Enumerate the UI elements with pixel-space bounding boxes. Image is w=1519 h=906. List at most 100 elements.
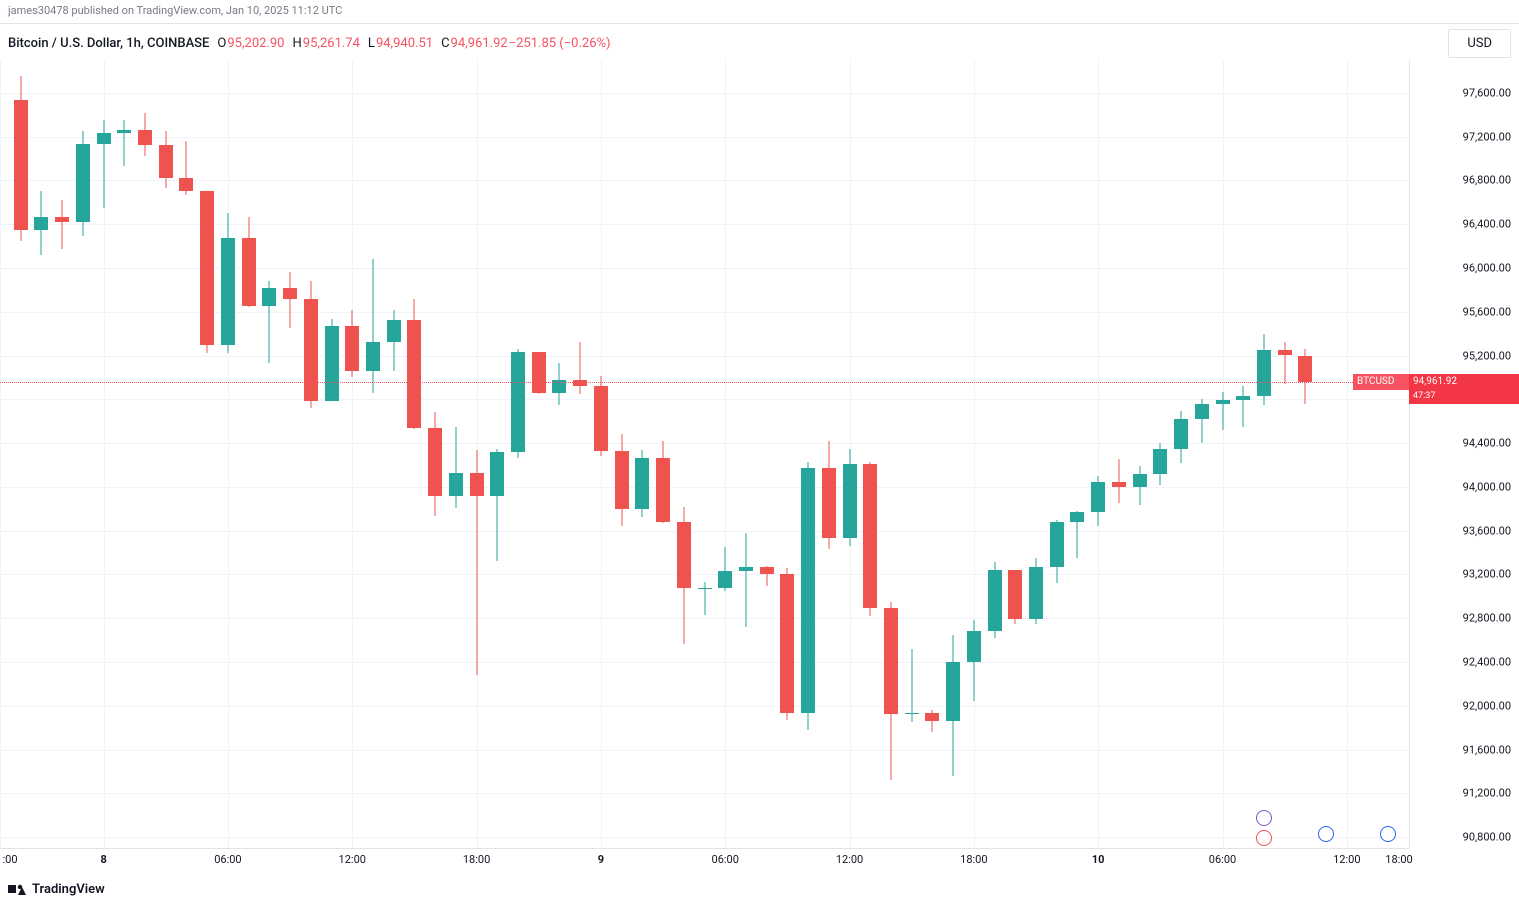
price-tag-symbol[interactable]: BTCUSD <box>1353 374 1409 390</box>
candle[interactable] <box>615 60 629 848</box>
candle[interactable] <box>1070 60 1084 848</box>
candle[interactable] <box>1236 60 1250 848</box>
candle[interactable] <box>97 60 111 848</box>
candle[interactable] <box>325 60 339 848</box>
x-tick-label: 10 <box>1092 853 1105 866</box>
symbol-label[interactable]: Bitcoin / U.S. Dollar, 1h, COINBASE <box>8 36 209 51</box>
candle[interactable] <box>656 60 670 848</box>
candle[interactable] <box>594 60 608 848</box>
candle[interactable] <box>1008 60 1022 848</box>
candle[interactable] <box>677 60 691 848</box>
candle[interactable] <box>635 60 649 848</box>
ohlc-low: 94,940.51 <box>376 36 433 51</box>
candle[interactable] <box>760 60 774 848</box>
candle[interactable] <box>490 60 504 848</box>
candle[interactable] <box>925 60 939 848</box>
candle[interactable] <box>573 60 587 848</box>
y-tick-label: 92,400.00 <box>1463 655 1511 668</box>
candle[interactable] <box>345 60 359 848</box>
y-tick-label: 94,400.00 <box>1463 437 1511 450</box>
candle[interactable] <box>428 60 442 848</box>
bolt-icon[interactable] <box>1256 830 1272 846</box>
candle[interactable] <box>1216 60 1230 848</box>
candle[interactable] <box>449 60 463 848</box>
candle[interactable] <box>179 60 193 848</box>
ohlc-label-c: C <box>441 36 449 51</box>
x-tick-label: 06:00 <box>712 853 739 866</box>
y-tick-label: 91,600.00 <box>1463 743 1511 756</box>
candle[interactable] <box>552 60 566 848</box>
candle[interactable] <box>739 60 753 848</box>
price-line <box>0 382 1409 383</box>
candle[interactable] <box>1091 60 1105 848</box>
candle[interactable] <box>1153 60 1167 848</box>
candle[interactable] <box>470 60 484 848</box>
x-tick-label: 12:00 <box>339 853 366 866</box>
y-tick-label: 96,400.00 <box>1463 218 1511 231</box>
currency-selector[interactable]: USD <box>1448 29 1511 58</box>
ohlc-label-o: O <box>217 36 226 51</box>
candle[interactable] <box>884 60 898 848</box>
candle[interactable] <box>1112 60 1126 848</box>
candle[interactable] <box>1278 60 1292 848</box>
candle[interactable] <box>1257 60 1271 848</box>
candle[interactable] <box>780 60 794 848</box>
ohlc-change: −251.85 (−0.26%) <box>509 36 611 51</box>
y-tick-label: 97,600.00 <box>1463 86 1511 99</box>
candle[interactable] <box>988 60 1002 848</box>
candle[interactable] <box>1050 60 1064 848</box>
candle[interactable] <box>1195 60 1209 848</box>
flag-icon[interactable] <box>1318 826 1334 842</box>
flag-icon[interactable] <box>1380 826 1396 842</box>
y-tick-label: 95,600.00 <box>1463 305 1511 318</box>
candle[interactable] <box>863 60 877 848</box>
candle[interactable] <box>532 60 546 848</box>
candle[interactable] <box>843 60 857 848</box>
candle[interactable] <box>283 60 297 848</box>
x-tick-label: 18:00 <box>960 853 987 866</box>
ohlc-open: 95,202.90 <box>227 36 284 51</box>
y-tick-label: 96,000.00 <box>1463 261 1511 274</box>
candle[interactable] <box>407 60 421 848</box>
candle[interactable] <box>76 60 90 848</box>
candle[interactable] <box>967 60 981 848</box>
candle[interactable] <box>1298 60 1312 848</box>
x-axis[interactable]: :00806:0012:0018:00906:0012:0018:001006:… <box>0 848 1409 872</box>
candle[interactable] <box>117 60 131 848</box>
candle[interactable] <box>511 60 525 848</box>
candle[interactable] <box>1133 60 1147 848</box>
candle[interactable] <box>14 60 28 848</box>
star-icon[interactable] <box>1256 810 1272 826</box>
candle[interactable] <box>366 60 380 848</box>
candle[interactable] <box>822 60 836 848</box>
y-tick-label: 92,800.00 <box>1463 612 1511 625</box>
candle[interactable] <box>138 60 152 848</box>
candle[interactable] <box>200 60 214 848</box>
candle[interactable] <box>801 60 815 848</box>
y-axis[interactable]: 97,600.0097,200.0096,800.0096,400.0096,0… <box>1409 60 1519 848</box>
candle[interactable] <box>1174 60 1188 848</box>
price-tag-value[interactable]: 94,961.9247:37 <box>1409 374 1519 404</box>
candle[interactable] <box>34 60 48 848</box>
candle[interactable] <box>1029 60 1043 848</box>
candle[interactable] <box>718 60 732 848</box>
candle[interactable] <box>905 60 919 848</box>
x-tick-label: :00 <box>2 853 17 866</box>
candle[interactable] <box>946 60 960 848</box>
chart-area[interactable]: 97,600.0097,200.0096,800.0096,400.0096,0… <box>0 60 1519 872</box>
candle[interactable] <box>55 60 69 848</box>
candle[interactable] <box>262 60 276 848</box>
candle[interactable] <box>304 60 318 848</box>
publish-meta: james30478 published on TradingView.com,… <box>0 0 1519 24</box>
candle[interactable] <box>159 60 173 848</box>
candle[interactable] <box>242 60 256 848</box>
candle[interactable] <box>698 60 712 848</box>
footer: TradingView <box>0 872 1519 906</box>
y-tick-label: 92,000.00 <box>1463 699 1511 712</box>
candle[interactable] <box>387 60 401 848</box>
candle[interactable] <box>221 60 235 848</box>
y-tick-label: 94,000.00 <box>1463 480 1511 493</box>
plot-area[interactable] <box>0 60 1409 848</box>
chart-header: Bitcoin / U.S. Dollar, 1h, COINBASE O95,… <box>0 26 1519 60</box>
y-tick-label: 95,200.00 <box>1463 349 1511 362</box>
